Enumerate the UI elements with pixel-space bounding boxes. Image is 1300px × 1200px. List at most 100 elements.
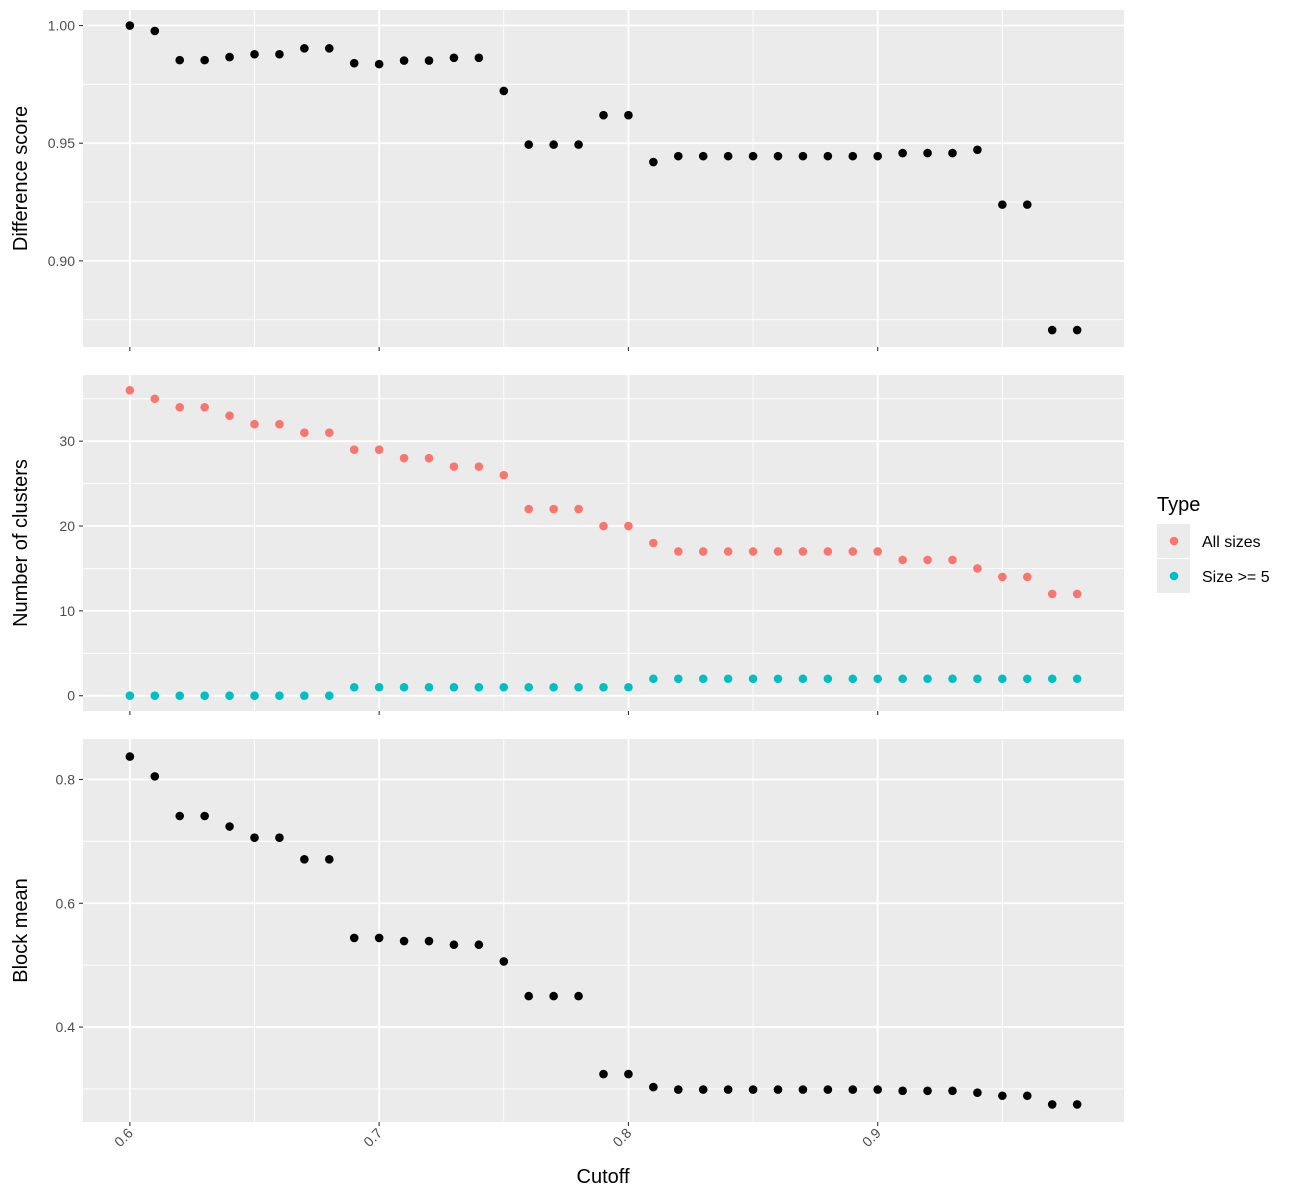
- data-point: [549, 991, 558, 1001]
- data-point: [125, 385, 135, 395]
- data-point: [200, 691, 209, 701]
- data-point: [474, 53, 484, 63]
- data-point: [449, 940, 459, 950]
- data-point: [300, 44, 309, 53]
- data-point: [449, 53, 459, 63]
- data-point: [349, 445, 359, 454]
- data-point: [200, 55, 209, 65]
- data-point: [1072, 325, 1082, 335]
- data-point: [698, 547, 708, 556]
- data-point: [748, 151, 758, 161]
- data-point: [449, 682, 459, 692]
- panel-background: [83, 10, 1124, 347]
- data-point: [823, 151, 833, 161]
- series-1: [125, 21, 1082, 335]
- data-point: [324, 44, 334, 53]
- data-point: [998, 674, 1007, 684]
- data-point: [225, 411, 234, 421]
- data-point: [1047, 674, 1057, 684]
- data-point: [200, 402, 209, 412]
- data-point: [499, 470, 509, 480]
- y-tick-label: 1.00: [48, 18, 75, 34]
- data-point: [948, 1086, 957, 1096]
- data-point: [773, 1085, 783, 1094]
- data-point: [399, 936, 409, 946]
- data-point: [948, 148, 957, 158]
- data-point: [848, 151, 858, 161]
- data-point: [748, 1085, 758, 1094]
- data-point: [250, 833, 259, 842]
- data-point: [898, 148, 907, 158]
- data-point: [599, 110, 608, 120]
- data-point: [1022, 572, 1032, 582]
- data-point: [748, 674, 758, 684]
- data-point: [973, 564, 982, 573]
- data-point: [698, 1085, 708, 1094]
- data-point: [175, 402, 185, 412]
- data-point: [649, 157, 658, 167]
- data-point: [923, 555, 932, 565]
- data-point: [150, 26, 160, 36]
- data-point: [624, 521, 633, 531]
- data-point: [474, 462, 484, 471]
- data-point: [1022, 674, 1032, 684]
- data-point: [200, 811, 209, 821]
- data-point: [624, 682, 633, 692]
- y-tick-label: 0.8: [56, 771, 76, 787]
- data-point: [848, 547, 858, 556]
- data-point: [549, 140, 558, 149]
- panel-2: 0 10 20 30 Number of clusters: [10, 375, 1124, 715]
- data-point: [723, 1085, 733, 1094]
- legend-point-all-sizes: [1169, 536, 1179, 546]
- panel-background: [83, 375, 1124, 711]
- data-point: [175, 55, 185, 65]
- data-point: [898, 674, 907, 684]
- panel-background: [83, 739, 1124, 1122]
- data-point: [275, 833, 284, 842]
- data-point: [923, 674, 932, 684]
- data-point: [823, 547, 833, 556]
- data-point: [499, 682, 509, 692]
- series-2: [125, 674, 1082, 701]
- data-point: [374, 59, 384, 69]
- data-point: [873, 1085, 883, 1094]
- y-tick-label: 10: [59, 603, 75, 619]
- data-point: [524, 682, 534, 692]
- data-point: [225, 691, 234, 701]
- data-point: [848, 674, 858, 684]
- y-tick-label: 0: [67, 688, 75, 704]
- data-point: [549, 682, 558, 692]
- data-point: [998, 572, 1007, 582]
- panels-layer: 0.90 0.95 1.00 Difference score 0 10 20 30 Numbe…: [10, 10, 1124, 1126]
- legend-label-size-5: Size >= 5: [1202, 569, 1270, 586]
- panel-1: 0.90 0.95 1.00 Difference score: [10, 10, 1124, 351]
- data-point: [673, 151, 683, 161]
- y-tick-label: 20: [59, 518, 75, 534]
- data-point: [673, 547, 683, 556]
- x-tick-label: 0.6: [111, 1125, 136, 1150]
- data-point: [275, 419, 284, 429]
- data-point: [324, 855, 334, 864]
- data-point: [723, 674, 733, 684]
- data-point: [848, 1085, 858, 1094]
- data-point: [673, 1085, 683, 1094]
- data-point: [125, 691, 135, 701]
- data-point: [773, 547, 783, 556]
- data-point: [873, 151, 883, 161]
- data-point: [998, 200, 1007, 209]
- y-axis-title: Difference score: [10, 106, 32, 251]
- data-point: [873, 547, 883, 556]
- data-point: [250, 419, 259, 429]
- data-point: [574, 991, 583, 1001]
- series-1: [125, 752, 1082, 1109]
- panel-3: 0.4 0.6 0.8 Block mean: [10, 739, 1124, 1126]
- data-point: [649, 538, 658, 548]
- data-point: [424, 682, 434, 692]
- data-point: [898, 555, 907, 565]
- data-point: [324, 428, 334, 437]
- data-point: [898, 1086, 907, 1096]
- data-point: [599, 521, 608, 531]
- data-point: [973, 145, 982, 155]
- data-point: [998, 1091, 1007, 1101]
- data-point: [449, 462, 459, 471]
